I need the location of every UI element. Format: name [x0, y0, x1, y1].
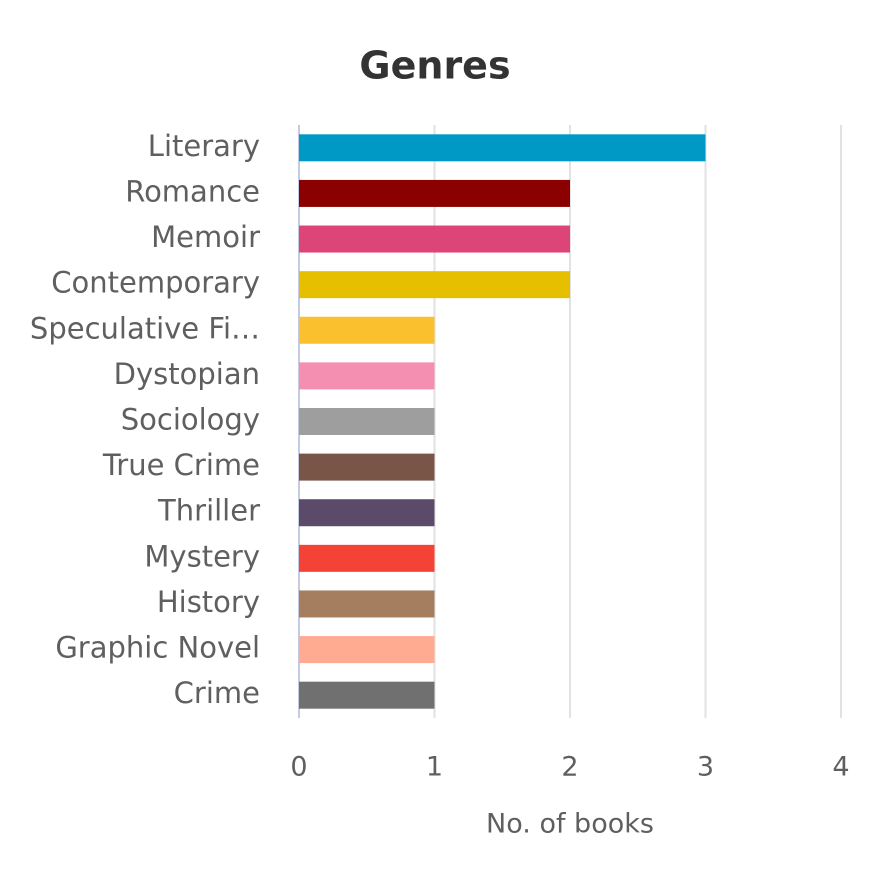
y-tick-label: True Crime — [102, 448, 260, 482]
bar — [299, 681, 435, 709]
y-tick-label: Sociology — [121, 403, 260, 437]
x-tick-label: 4 — [832, 752, 849, 783]
x-axis-label: No. of books — [486, 809, 654, 840]
y-tick-label: Speculative Fi… — [30, 311, 260, 345]
bar — [299, 408, 435, 435]
x-tick-label: 2 — [561, 752, 578, 783]
bar — [299, 271, 570, 299]
y-tick-label: Thriller — [157, 494, 260, 528]
y-tick-label: Literary — [148, 129, 260, 163]
y-tick-label: Mystery — [144, 539, 260, 573]
bar — [299, 134, 706, 162]
y-tick-label: Dystopian — [114, 357, 260, 391]
x-tick-label: 0 — [290, 752, 307, 783]
bar — [299, 636, 435, 664]
y-tick-label: Memoir — [151, 220, 260, 254]
bar — [299, 453, 435, 481]
bar — [299, 362, 435, 390]
y-tick-label: History — [157, 585, 260, 619]
bar — [299, 544, 435, 572]
bar — [299, 316, 435, 344]
bar — [299, 499, 435, 527]
chart-title: Genres — [359, 44, 510, 88]
y-tick-label: Crime — [174, 676, 260, 710]
y-tick-label: Romance — [125, 174, 260, 208]
bar — [299, 590, 435, 618]
y-tick-label: Graphic Novel — [55, 631, 260, 665]
x-tick-label: 1 — [426, 752, 443, 783]
y-tick-label: Contemporary — [51, 266, 260, 300]
bar — [299, 179, 570, 207]
bar — [299, 225, 570, 253]
x-tick-label: 3 — [697, 752, 714, 783]
